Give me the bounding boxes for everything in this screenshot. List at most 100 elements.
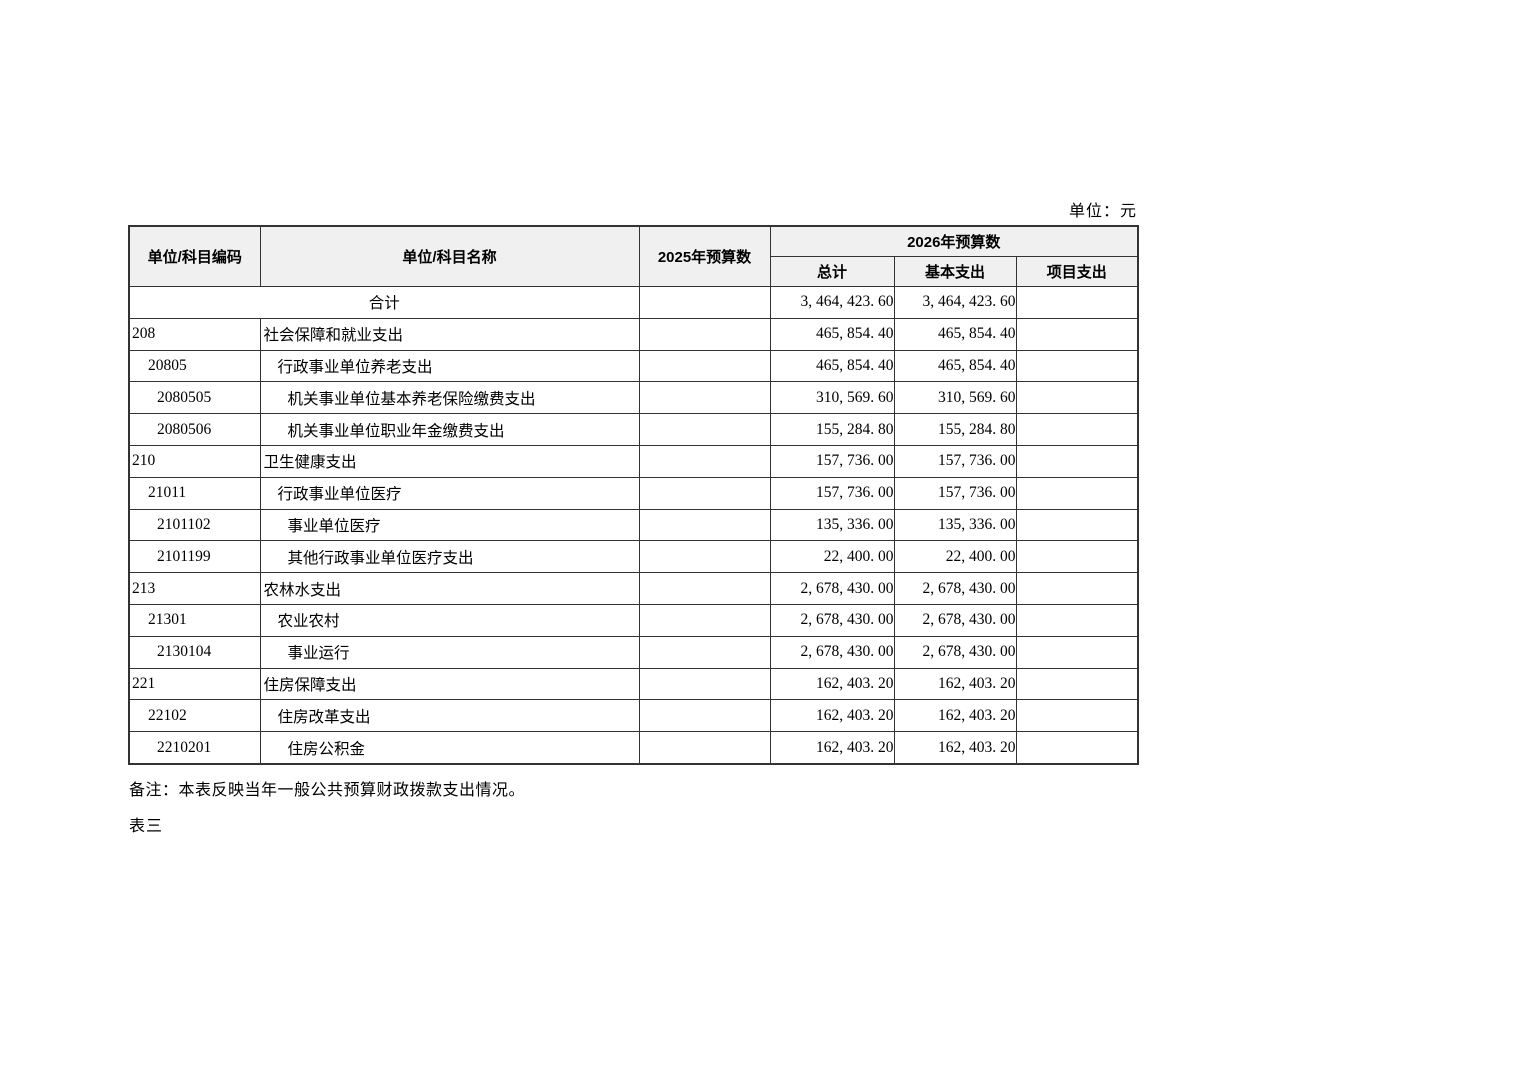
budget-2026-basic-cell: 162, 403. 20 bbox=[893, 731, 1017, 765]
col-header-budget-2026: 2026年预算数 bbox=[769, 225, 1139, 257]
name-cell: 住房改革支出 bbox=[259, 699, 640, 733]
name-cell: 住房保障支出 bbox=[259, 667, 640, 701]
budget-2026-total-cell: 2, 678, 430. 00 bbox=[769, 603, 895, 637]
code-cell: 210 bbox=[128, 444, 261, 478]
unit-label: 单位：元 bbox=[1068, 203, 1137, 220]
name-cell: 事业单位医疗 bbox=[259, 508, 640, 542]
code-cell: 21301 bbox=[128, 603, 261, 637]
table-row-total: 合计 3, 464, 423. 60 3, 464, 423. 60 bbox=[128, 286, 1139, 319]
budget-2026-basic-cell: 310, 569. 60 bbox=[893, 381, 1017, 415]
budget-2025-cell bbox=[638, 317, 771, 351]
table-row: 2080505 机关事业单位基本养老保险缴费支出 310, 569. 60 310, … bbox=[128, 381, 1139, 415]
budget-2026-basic-cell: 135, 336. 00 bbox=[893, 508, 1017, 542]
col-header-basic: 基本支出 bbox=[893, 256, 1017, 287]
budget-2026-basic-cell: 155, 284. 80 bbox=[893, 413, 1017, 446]
budget-expenditure-table: 单位/科目编码 单位/科目名称 2025年预算数 2026年预算数 总计 基本支… bbox=[128, 225, 1140, 765]
budget-2026-total-cell: 157, 736. 00 bbox=[769, 444, 895, 478]
budget-2025-cell bbox=[638, 699, 771, 733]
name-cell: 机关事业单位职业年金缴费支出 bbox=[259, 413, 640, 446]
budget-2026-basic-cell: 465, 854. 40 bbox=[893, 349, 1017, 383]
budget-2026-total-cell: 162, 403. 20 bbox=[769, 667, 895, 701]
table-row: 21011 行政事业单位医疗 157, 736. 00 157, 736. 00 bbox=[128, 476, 1139, 510]
budget-2026-total-cell: 155, 284. 80 bbox=[769, 413, 895, 446]
budget-2025-cell bbox=[638, 413, 771, 446]
total-2026-basic-cell: 3, 464, 423. 60 bbox=[893, 286, 1017, 319]
budget-2026-project-cell bbox=[1015, 508, 1139, 542]
table-row: 22102 住房改革支出 162, 403. 20 162, 403. 20 bbox=[128, 699, 1139, 733]
budget-2026-total-cell: 162, 403. 20 bbox=[769, 731, 895, 765]
code-cell: 2080506 bbox=[128, 413, 261, 446]
col-header-total: 总计 bbox=[769, 256, 895, 287]
col-header-budget-2025: 2025年预算数 bbox=[638, 225, 771, 287]
code-cell: 208 bbox=[128, 317, 261, 351]
budget-2026-basic-cell: 2, 678, 430. 00 bbox=[893, 635, 1017, 669]
name-cell: 住房公积金 bbox=[259, 731, 640, 765]
code-cell: 2101102 bbox=[128, 508, 261, 542]
table-row: 20805 行政事业单位养老支出 465, 854. 40 465, 854. 40 bbox=[128, 349, 1139, 383]
header-row-2: 总计 基本支出 项目支出 bbox=[129, 256, 1139, 287]
code-cell: 221 bbox=[128, 667, 261, 701]
total-2026-total-cell: 3, 464, 423. 60 bbox=[769, 286, 895, 319]
code-cell: 2101199 bbox=[128, 540, 261, 574]
budget-2026-total-cell: 2, 678, 430. 00 bbox=[769, 572, 895, 605]
budget-2026-total-cell: 22, 400. 00 bbox=[769, 540, 895, 574]
table-row: 213 农林水支出 2, 678, 430. 00 2, 678, 430. 00 bbox=[128, 572, 1139, 605]
table-row: 2080506 机关事业单位职业年金缴费支出 155, 284. 80 155, 28… bbox=[128, 413, 1139, 446]
budget-2026-project-cell bbox=[1015, 699, 1139, 733]
col-header-project: 项目支出 bbox=[1015, 256, 1139, 287]
code-cell: 2210201 bbox=[128, 731, 261, 765]
budget-2025-cell bbox=[638, 540, 771, 574]
code-cell: 213 bbox=[128, 572, 261, 605]
budget-2026-project-cell bbox=[1015, 413, 1139, 446]
code-cell: 2130104 bbox=[128, 635, 261, 669]
name-cell: 社会保障和就业支出 bbox=[259, 317, 640, 351]
budget-2026-basic-cell: 157, 736. 00 bbox=[893, 476, 1017, 510]
budget-2026-basic-cell: 162, 403. 20 bbox=[893, 699, 1017, 733]
table-note: 备注：本表反映当年一般公共预算财政拨款支出情况。 bbox=[129, 782, 526, 799]
table-row: 210 卫生健康支出 157, 736. 00 157, 736. 00 bbox=[128, 444, 1139, 478]
table-row: 2101102 事业单位医疗 135, 336. 00 135, 336. 00 bbox=[128, 508, 1139, 542]
budget-2026-basic-cell: 162, 403. 20 bbox=[893, 667, 1017, 701]
budget-2026-total-cell: 310, 569. 60 bbox=[769, 381, 895, 415]
col-header-name: 单位/科目名称 bbox=[259, 225, 640, 287]
code-cell: 21011 bbox=[128, 476, 261, 510]
name-cell: 事业运行 bbox=[259, 635, 640, 669]
budget-2025-cell bbox=[638, 731, 771, 765]
total-budget-2025-cell bbox=[638, 286, 771, 319]
header-row-1: 单位/科目编码 单位/科目名称 2025年预算数 2026年预算数 bbox=[128, 225, 1139, 287]
budget-2026-project-cell bbox=[1015, 635, 1139, 669]
name-cell: 卫生健康支出 bbox=[259, 444, 640, 478]
code-cell: 22102 bbox=[128, 699, 261, 733]
budget-2025-cell bbox=[638, 572, 771, 605]
budget-2025-cell bbox=[638, 508, 771, 542]
budget-2026-basic-cell: 2, 678, 430. 00 bbox=[893, 603, 1017, 637]
budget-2026-project-cell bbox=[1015, 349, 1139, 383]
name-cell: 其他行政事业单位医疗支出 bbox=[259, 540, 640, 574]
budget-2026-project-cell bbox=[1015, 731, 1139, 765]
budget-2026-project-cell bbox=[1015, 572, 1139, 605]
budget-2025-cell bbox=[638, 667, 771, 701]
budget-2026-basic-cell: 157, 736. 00 bbox=[893, 444, 1017, 478]
code-cell: 20805 bbox=[128, 349, 261, 383]
table-row: 2210201 住房公积金 162, 403. 20 162, 403. 20 bbox=[128, 731, 1139, 765]
budget-2025-cell bbox=[638, 603, 771, 637]
table-row: 2101199 其他行政事业单位医疗支出 22, 400. 00 22, 400. 0… bbox=[128, 540, 1139, 574]
budget-2025-cell bbox=[638, 444, 771, 478]
budget-2026-total-cell: 162, 403. 20 bbox=[769, 699, 895, 733]
budget-2026-project-cell bbox=[1015, 603, 1139, 637]
code-cell: 2080505 bbox=[128, 381, 261, 415]
budget-2026-total-cell: 465, 854. 40 bbox=[769, 349, 895, 383]
budget-2026-basic-cell: 22, 400. 00 bbox=[893, 540, 1017, 574]
table-body: 合计 3, 464, 423. 60 3, 464, 423. 60 208 社会保障和… bbox=[128, 286, 1139, 765]
name-cell: 行政事业单位养老支出 bbox=[259, 349, 640, 383]
budget-2026-project-cell bbox=[1015, 444, 1139, 478]
budget-2026-basic-cell: 2, 678, 430. 00 bbox=[893, 572, 1017, 605]
name-cell: 行政事业单位医疗 bbox=[259, 476, 640, 510]
name-cell: 农业农村 bbox=[259, 603, 640, 637]
next-table-label: 表三 bbox=[129, 818, 164, 835]
budget-2026-project-cell bbox=[1015, 540, 1139, 574]
total-label-cell: 合计 bbox=[128, 286, 640, 319]
name-cell: 机关事业单位基本养老保险缴费支出 bbox=[259, 381, 640, 415]
budget-2026-project-cell bbox=[1015, 667, 1139, 701]
